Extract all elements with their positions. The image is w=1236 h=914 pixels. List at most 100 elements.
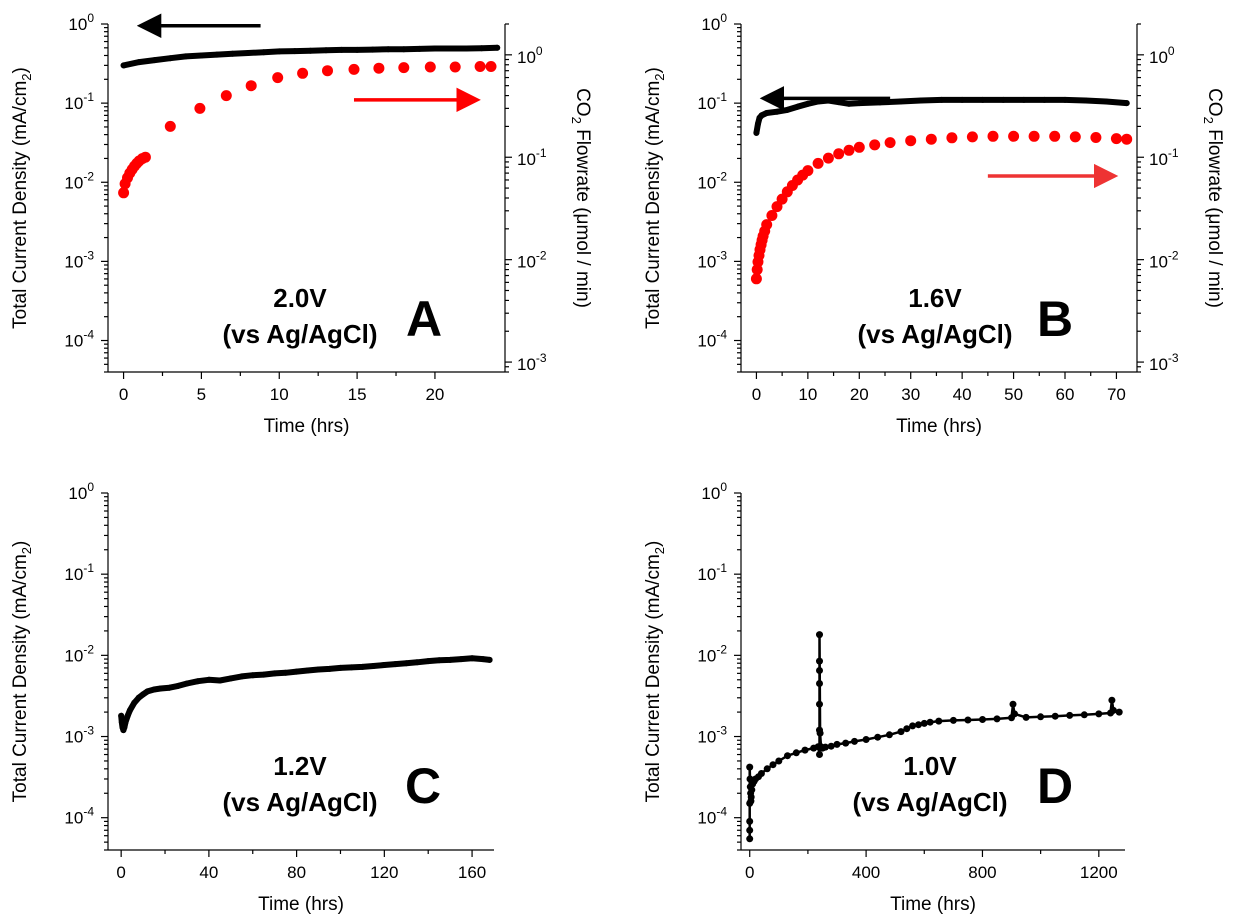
data-point — [1041, 96, 1048, 103]
data-point — [1037, 713, 1045, 721]
data-point — [959, 96, 966, 103]
data-point — [271, 670, 278, 677]
data-point — [842, 739, 850, 747]
data-point — [843, 144, 855, 156]
data-point — [403, 660, 410, 667]
data-point — [1062, 96, 1068, 103]
series-current-density — [120, 44, 501, 69]
data-point — [816, 631, 823, 639]
data-point — [414, 659, 421, 666]
data-point — [337, 664, 344, 671]
data-point — [315, 666, 322, 673]
data-point — [198, 52, 205, 59]
data-point — [827, 742, 835, 750]
data-point — [282, 669, 289, 676]
data-point — [447, 45, 454, 52]
data-point — [1049, 130, 1061, 142]
data-point — [369, 46, 376, 53]
data-point — [757, 770, 765, 777]
data-point — [118, 187, 130, 199]
data-point — [821, 743, 829, 751]
data-point — [835, 99, 842, 106]
data-point — [1121, 133, 1133, 145]
data-point — [816, 700, 823, 708]
data-point — [774, 108, 780, 115]
data-point — [935, 717, 943, 725]
data-point — [1103, 98, 1110, 105]
data-point — [486, 656, 493, 663]
x-tick-label: 120 — [370, 863, 398, 882]
data-point — [964, 716, 972, 724]
data-point — [801, 746, 809, 754]
panel-a: 0 5 10 15 20 100 10-1 10-2 10-3 10-4 100 10-1 10-2 10… — [10, 11, 593, 437]
data-point — [245, 50, 252, 56]
data-point — [485, 61, 497, 72]
y-tick-label: 10-1 — [64, 90, 94, 113]
reference-electrode-label: (vs Ag/AgCl) — [222, 787, 377, 817]
y-tick-label: 10-1 — [697, 90, 727, 113]
data-point — [494, 44, 501, 51]
data-point — [966, 131, 978, 143]
data-point — [784, 106, 791, 113]
data-point — [1022, 713, 1030, 721]
data-point — [1066, 711, 1074, 719]
x-tick-label: 70 — [1107, 385, 1126, 404]
x-tick-label: 0 — [745, 863, 754, 882]
data-point — [121, 724, 128, 731]
data-point — [755, 120, 761, 127]
data-point — [804, 100, 811, 107]
data-point — [897, 728, 905, 736]
data-point — [987, 130, 999, 142]
data-point — [431, 45, 438, 52]
data-point — [869, 139, 881, 151]
data-point — [938, 96, 945, 103]
data-point — [822, 152, 834, 164]
voltage-label: 2.0V — [273, 283, 327, 313]
y-axis-title: Total Current Density (mA/cm2) — [643, 541, 667, 803]
data-point — [1020, 96, 1027, 103]
data-point — [182, 53, 189, 60]
data-point — [478, 45, 485, 52]
data-point — [1080, 711, 1088, 719]
x-axis-title: Time (hrs) — [264, 416, 350, 437]
x-tick-label: 1200 — [1080, 863, 1118, 882]
data-point — [816, 657, 823, 665]
y-axis-title: Total Current Density (mA/cm2) — [10, 67, 34, 329]
data-point — [245, 80, 257, 92]
reference-electrode-label: (vs Ag/AgCl) — [857, 319, 1012, 349]
data-point — [118, 712, 125, 719]
data-point — [164, 120, 176, 132]
y-tick-label: 100 — [701, 11, 727, 34]
data-point — [1082, 97, 1089, 104]
x-tick-label: 50 — [1004, 385, 1023, 404]
data-point — [802, 165, 814, 177]
x-tick-label: 10 — [270, 385, 289, 404]
data-point — [1028, 130, 1040, 142]
panel-c: 0 40 80 120 160 100 10-1 10-2 10-3 10-4 Time (hrs)… — [10, 480, 494, 914]
data-point — [920, 719, 928, 727]
y-tick-label: 10-2 — [697, 169, 727, 192]
y-tick-label: 10-1 — [64, 561, 94, 584]
data-point — [761, 219, 773, 231]
data-point — [763, 110, 770, 116]
x-tick-label: 0 — [116, 863, 125, 882]
data-point — [260, 49, 267, 56]
data-point — [416, 45, 423, 52]
data-point — [229, 50, 236, 57]
x-tick-label: 30 — [901, 385, 920, 404]
data-point — [307, 47, 314, 54]
data-point — [220, 90, 232, 102]
data-point — [135, 694, 142, 701]
data-point — [816, 729, 824, 737]
series-line — [753, 96, 1130, 136]
data-point — [293, 668, 300, 675]
y2-tick-label: 100 — [1149, 44, 1175, 67]
data-point — [227, 675, 234, 682]
data-point — [120, 62, 127, 69]
data-point — [216, 677, 223, 684]
y-tick-label: 10-4 — [697, 805, 727, 828]
y-tick-label: 10-4 — [64, 328, 94, 351]
data-point — [370, 663, 377, 669]
data-point — [833, 148, 845, 160]
